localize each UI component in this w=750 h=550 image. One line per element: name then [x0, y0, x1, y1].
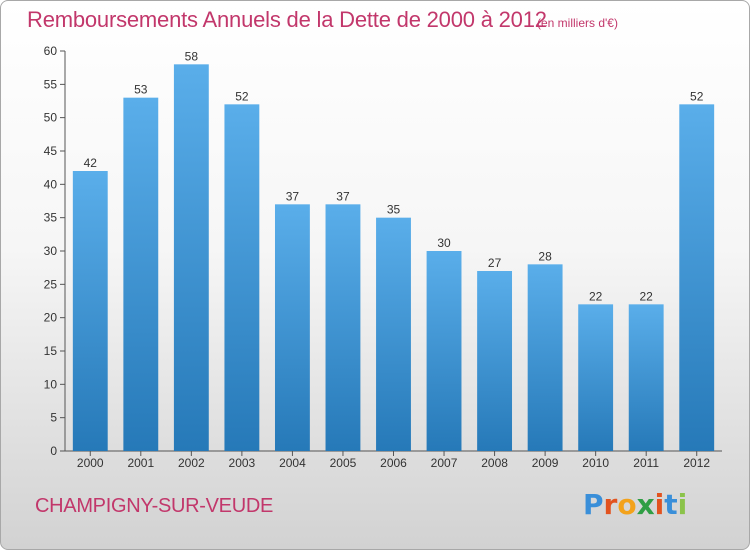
bar — [173, 64, 209, 452]
x-tick-label: 2007 — [431, 456, 458, 470]
bar — [376, 217, 411, 451]
commune-name: CHAMPIGNY-SUR-VEUDE — [35, 495, 274, 517]
y-tick-label: 50 — [44, 111, 58, 125]
bar-value-label: 22 — [589, 289, 603, 303]
bar — [72, 171, 108, 451]
logo-letter: i — [677, 488, 688, 521]
bar — [527, 264, 563, 451]
bar — [477, 271, 513, 451]
bar-value-label: 22 — [640, 289, 654, 303]
logo-letter: P — [583, 488, 604, 521]
y-tick-label: 35 — [44, 211, 58, 225]
x-tick-label: 2006 — [380, 456, 407, 470]
bar-value-label: 37 — [336, 189, 350, 203]
bar-value-label: 53 — [134, 83, 148, 97]
bar-value-label: 42 — [84, 156, 98, 170]
logo-letter: x — [636, 488, 655, 521]
logo-letter: t — [664, 488, 678, 521]
x-tick-label: 2004 — [279, 456, 306, 470]
x-tick-label: 2012 — [683, 456, 710, 470]
bar — [325, 204, 361, 451]
y-tick-label: 40 — [44, 177, 58, 191]
y-tick-label: 55 — [44, 77, 58, 91]
bar-value-label: 30 — [437, 236, 451, 250]
bar-value-label: 27 — [488, 256, 502, 270]
y-tick-label: 15 — [44, 344, 58, 358]
x-tick-label: 2002 — [178, 456, 205, 470]
bar-value-label: 58 — [185, 49, 199, 63]
x-tick-label: 2009 — [532, 456, 559, 470]
bar — [123, 97, 159, 452]
x-tick-label: 2008 — [481, 456, 508, 470]
bar — [426, 251, 462, 451]
x-tick-label: 2003 — [229, 456, 256, 470]
y-tick-label: 60 — [44, 44, 58, 58]
chart-subtitle: (en milliers d'€) — [537, 16, 618, 30]
bar — [274, 204, 310, 451]
proxiti-logo: Proxiti — [583, 488, 687, 521]
x-tick-label: 2005 — [330, 456, 357, 470]
logo-letter: o — [617, 488, 637, 521]
bar-value-label: 37 — [286, 189, 300, 203]
bar — [628, 304, 664, 451]
y-tick-label: 30 — [44, 244, 58, 258]
y-tick-label: 20 — [44, 311, 58, 325]
bar-value-label: 52 — [690, 89, 704, 103]
bar-value-label: 35 — [387, 203, 401, 217]
x-tick-label: 2001 — [127, 456, 154, 470]
x-tick-label: 2000 — [77, 456, 104, 470]
y-tick-label: 45 — [44, 144, 58, 158]
bar — [578, 304, 614, 451]
logo-letter: i — [654, 488, 665, 521]
x-tick-label: 2011 — [633, 456, 659, 470]
y-tick-label: 5 — [50, 411, 57, 425]
bar-value-label: 52 — [235, 89, 249, 103]
y-tick-label: 25 — [44, 277, 58, 291]
bar — [224, 104, 260, 451]
logo-letter: r — [603, 488, 618, 521]
y-tick-label: 0 — [50, 444, 57, 458]
x-tick-label: 2010 — [582, 456, 609, 470]
bar-value-label: 28 — [538, 249, 552, 263]
y-tick-label: 10 — [44, 377, 58, 391]
bar — [679, 104, 715, 451]
chart-title: Remboursements Annuels de la Dette de 20… — [27, 7, 547, 32]
